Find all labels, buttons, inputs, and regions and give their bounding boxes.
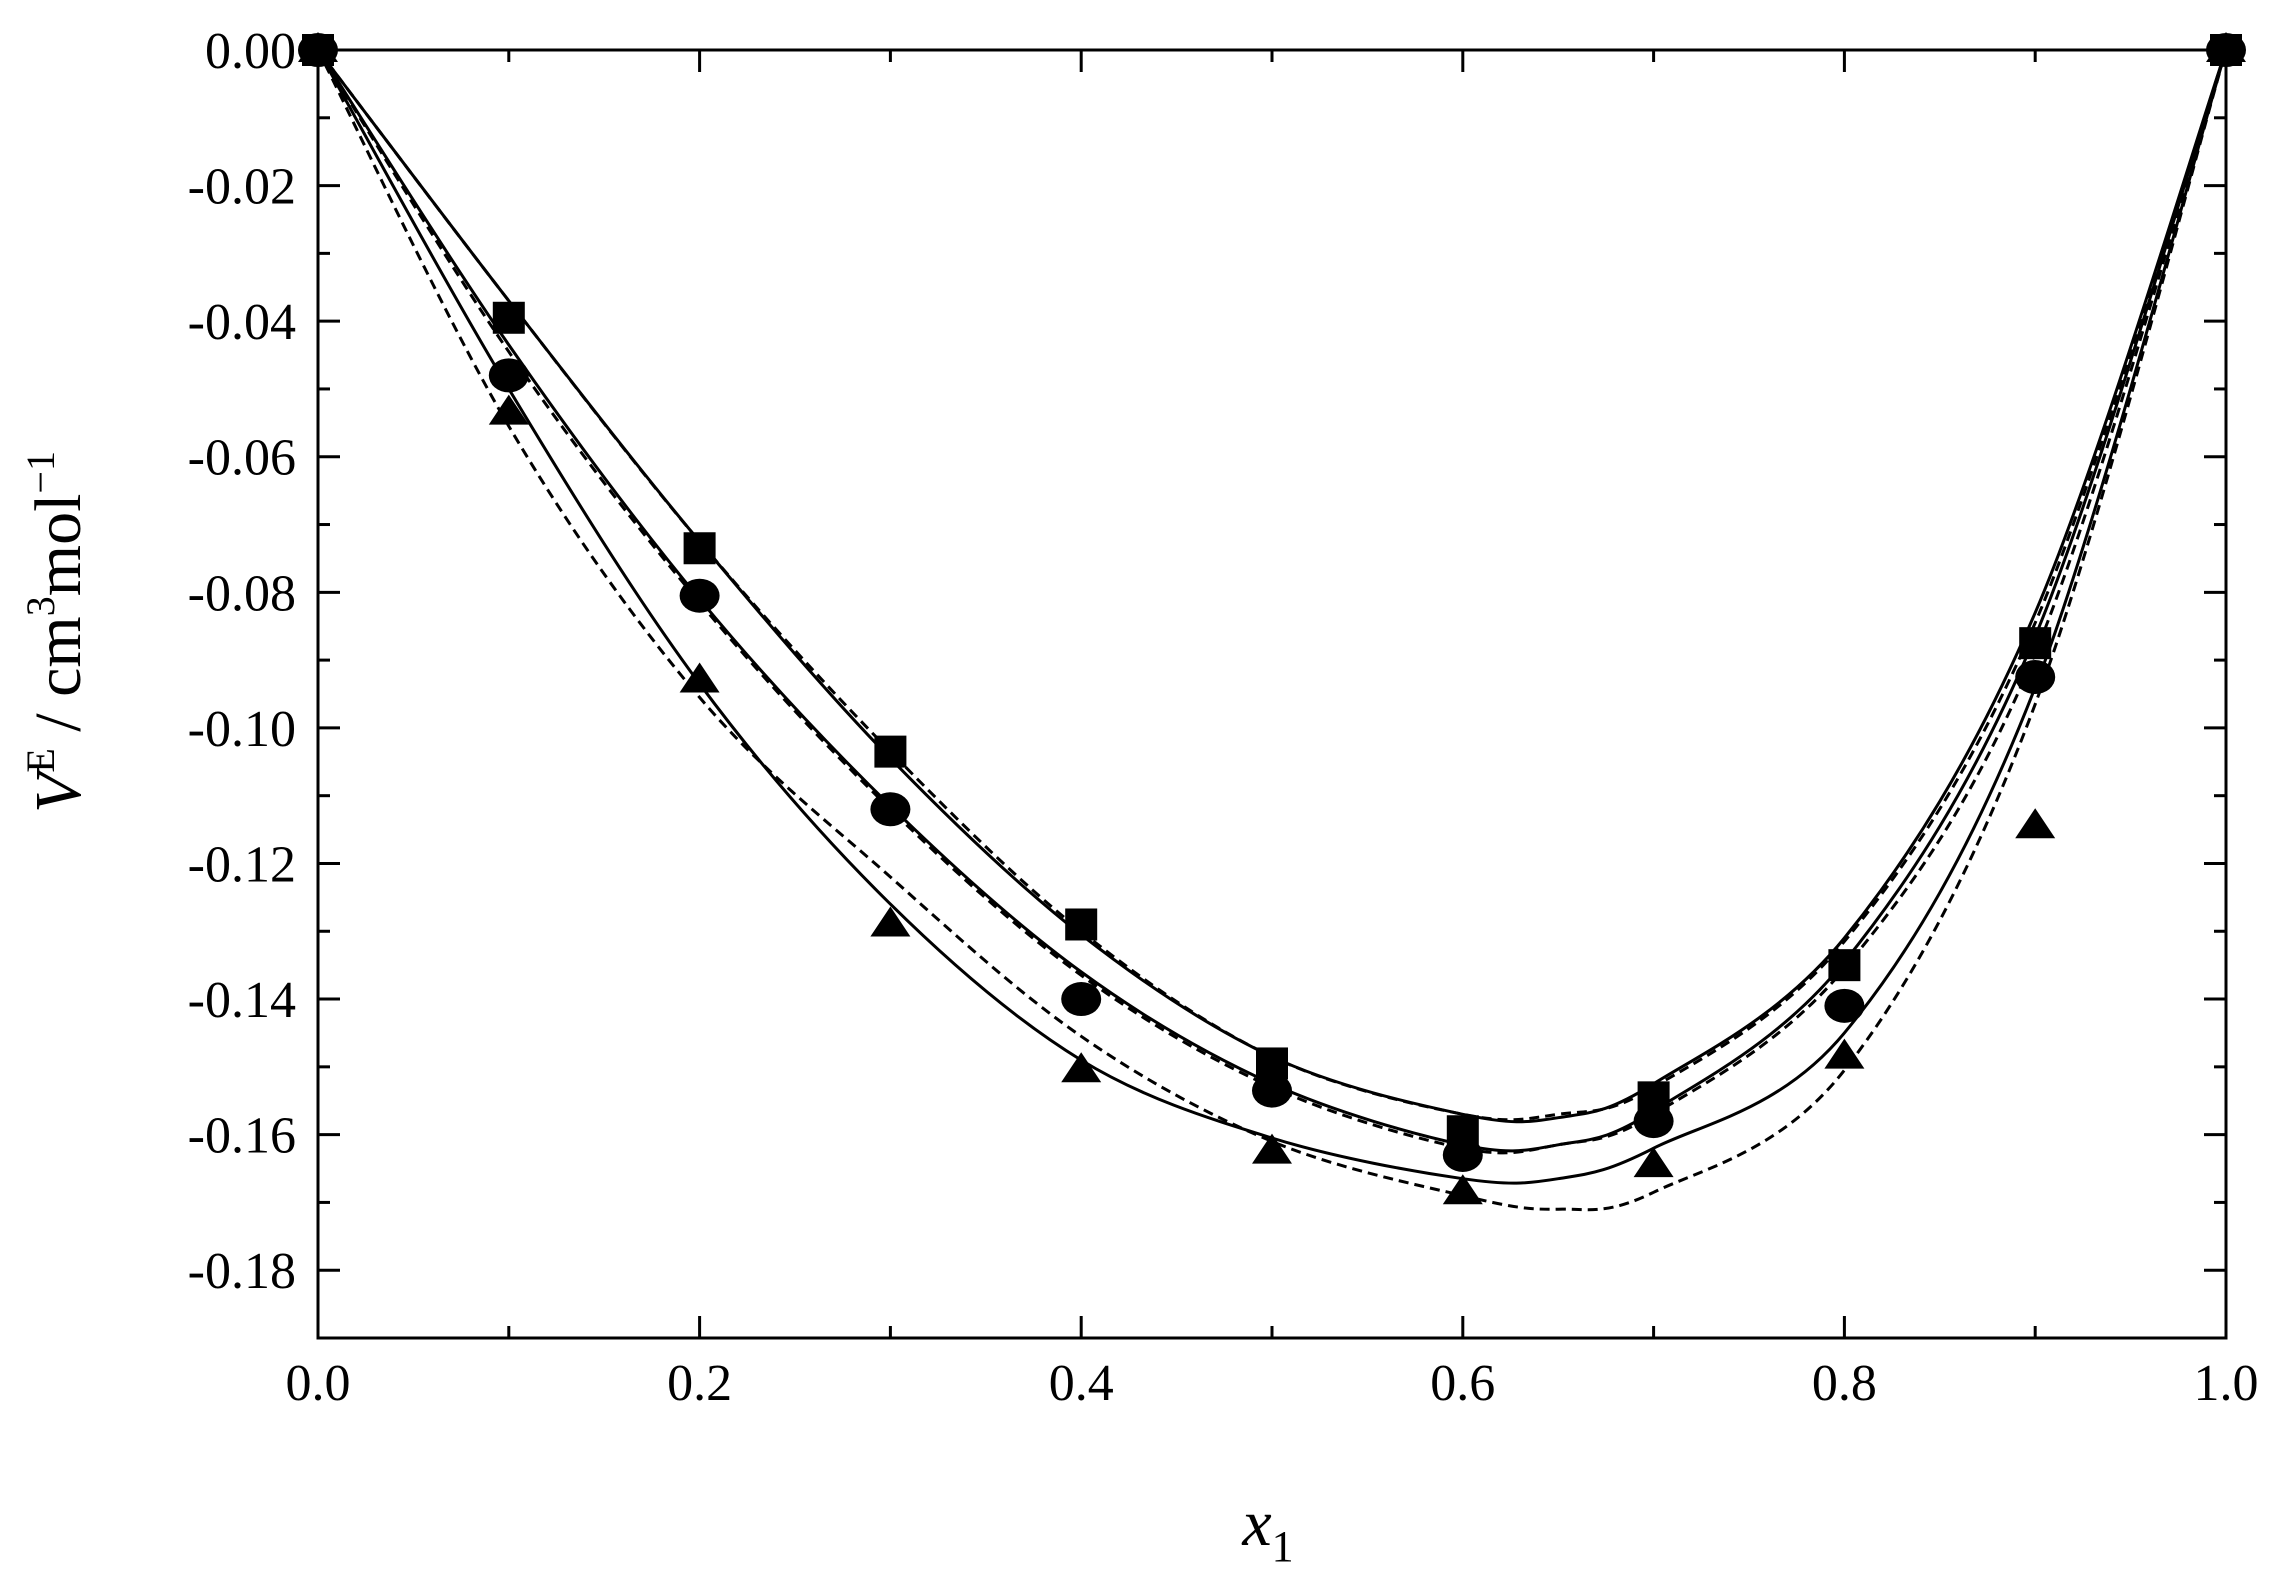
fit-curves [316, 49, 2228, 1212]
y-tick-label: -0.06 [188, 430, 296, 487]
circle-marker [1633, 1104, 1674, 1139]
square-marker [1065, 908, 1098, 941]
triangle-marker [298, 32, 338, 62]
x-tick-label: 0.2 [667, 1355, 732, 1412]
circle-marker [1824, 988, 1865, 1023]
triangle-marker [870, 906, 911, 937]
x-tick-label: 0.6 [1430, 1355, 1495, 1412]
x-tick-label: 0.0 [286, 1355, 351, 1412]
tick-labels: 0.0 0.2 0.4 0.6 0.8 1.0 0.00 -0.02 -0.04 -0.06 -0.… [188, 23, 2259, 1412]
y-axis-title-group: VE / cm3mol−1 [18, 451, 95, 813]
circle-marker [1252, 1073, 1292, 1108]
y-axis-title: VE / cm3mol−1 [18, 451, 95, 813]
circle-marker [679, 578, 720, 613]
y-axis-title-sup-neg1: −1 [18, 451, 63, 494]
square-marker [1828, 949, 1861, 982]
y-axis-title-unit-a: / cm [22, 616, 95, 748]
fit-curve-dashed [316, 49, 2228, 1212]
triangle-marker [1633, 1147, 1674, 1178]
y-tick-label: 0.00 [205, 23, 296, 80]
triangle-marker [2015, 808, 2056, 839]
square-marker [492, 301, 525, 334]
data-markers [298, 32, 2246, 1205]
triangle-marker [1061, 1052, 1102, 1083]
triangle-marker [1252, 1133, 1292, 1164]
fit-curve-solid [316, 49, 2228, 1124]
circle-marker [1442, 1137, 1483, 1172]
x-tick-label: 0.8 [1812, 1355, 1877, 1412]
y-axis-title-v: V [22, 766, 95, 813]
triangle-marker [1824, 1038, 1865, 1069]
triangle-marker [1442, 1174, 1483, 1205]
triangle-marker [2206, 32, 2246, 62]
fit-curve-dashed [316, 49, 2228, 1155]
y-tick-label: -0.04 [188, 294, 296, 351]
x-axis-title: x1 [1241, 1487, 1293, 1571]
triangle-marker [679, 662, 720, 693]
triangle-marker [488, 394, 529, 425]
y-tick-label: -0.02 [188, 159, 296, 216]
y-tick-label: -0.12 [188, 836, 296, 893]
x-tick-label: 1.0 [2194, 1355, 2259, 1412]
y-axis-title-e: E [18, 748, 63, 772]
circle-marker [2015, 660, 2056, 695]
x-tick-label: 0.4 [1049, 1355, 1114, 1412]
y-tick-label: -0.18 [188, 1243, 296, 1300]
circle-marker [870, 792, 911, 827]
x-axis-title-main: x [1241, 1487, 1271, 1560]
circle-marker [488, 358, 529, 393]
fit-curve-solid [316, 49, 2228, 1153]
square-marker [874, 735, 907, 768]
square-marker [683, 532, 716, 565]
y-tick-label: -0.16 [188, 1108, 296, 1165]
y-tick-label: -0.08 [188, 565, 296, 622]
y-axis-title-unit-b: mol [22, 494, 95, 597]
x-axis-title-subscript: 1 [1272, 1522, 1294, 1571]
y-tick-label: -0.10 [188, 701, 296, 758]
y-tick-label: -0.14 [188, 972, 296, 1029]
axes [316, 48, 2228, 1340]
square-marker [2019, 627, 2052, 660]
fit-curve-solid [316, 49, 2228, 1185]
fit-curve-dashed [316, 49, 2228, 1122]
circle-marker [1061, 982, 1102, 1017]
y-axis-title-sup3: 3 [18, 596, 63, 616]
